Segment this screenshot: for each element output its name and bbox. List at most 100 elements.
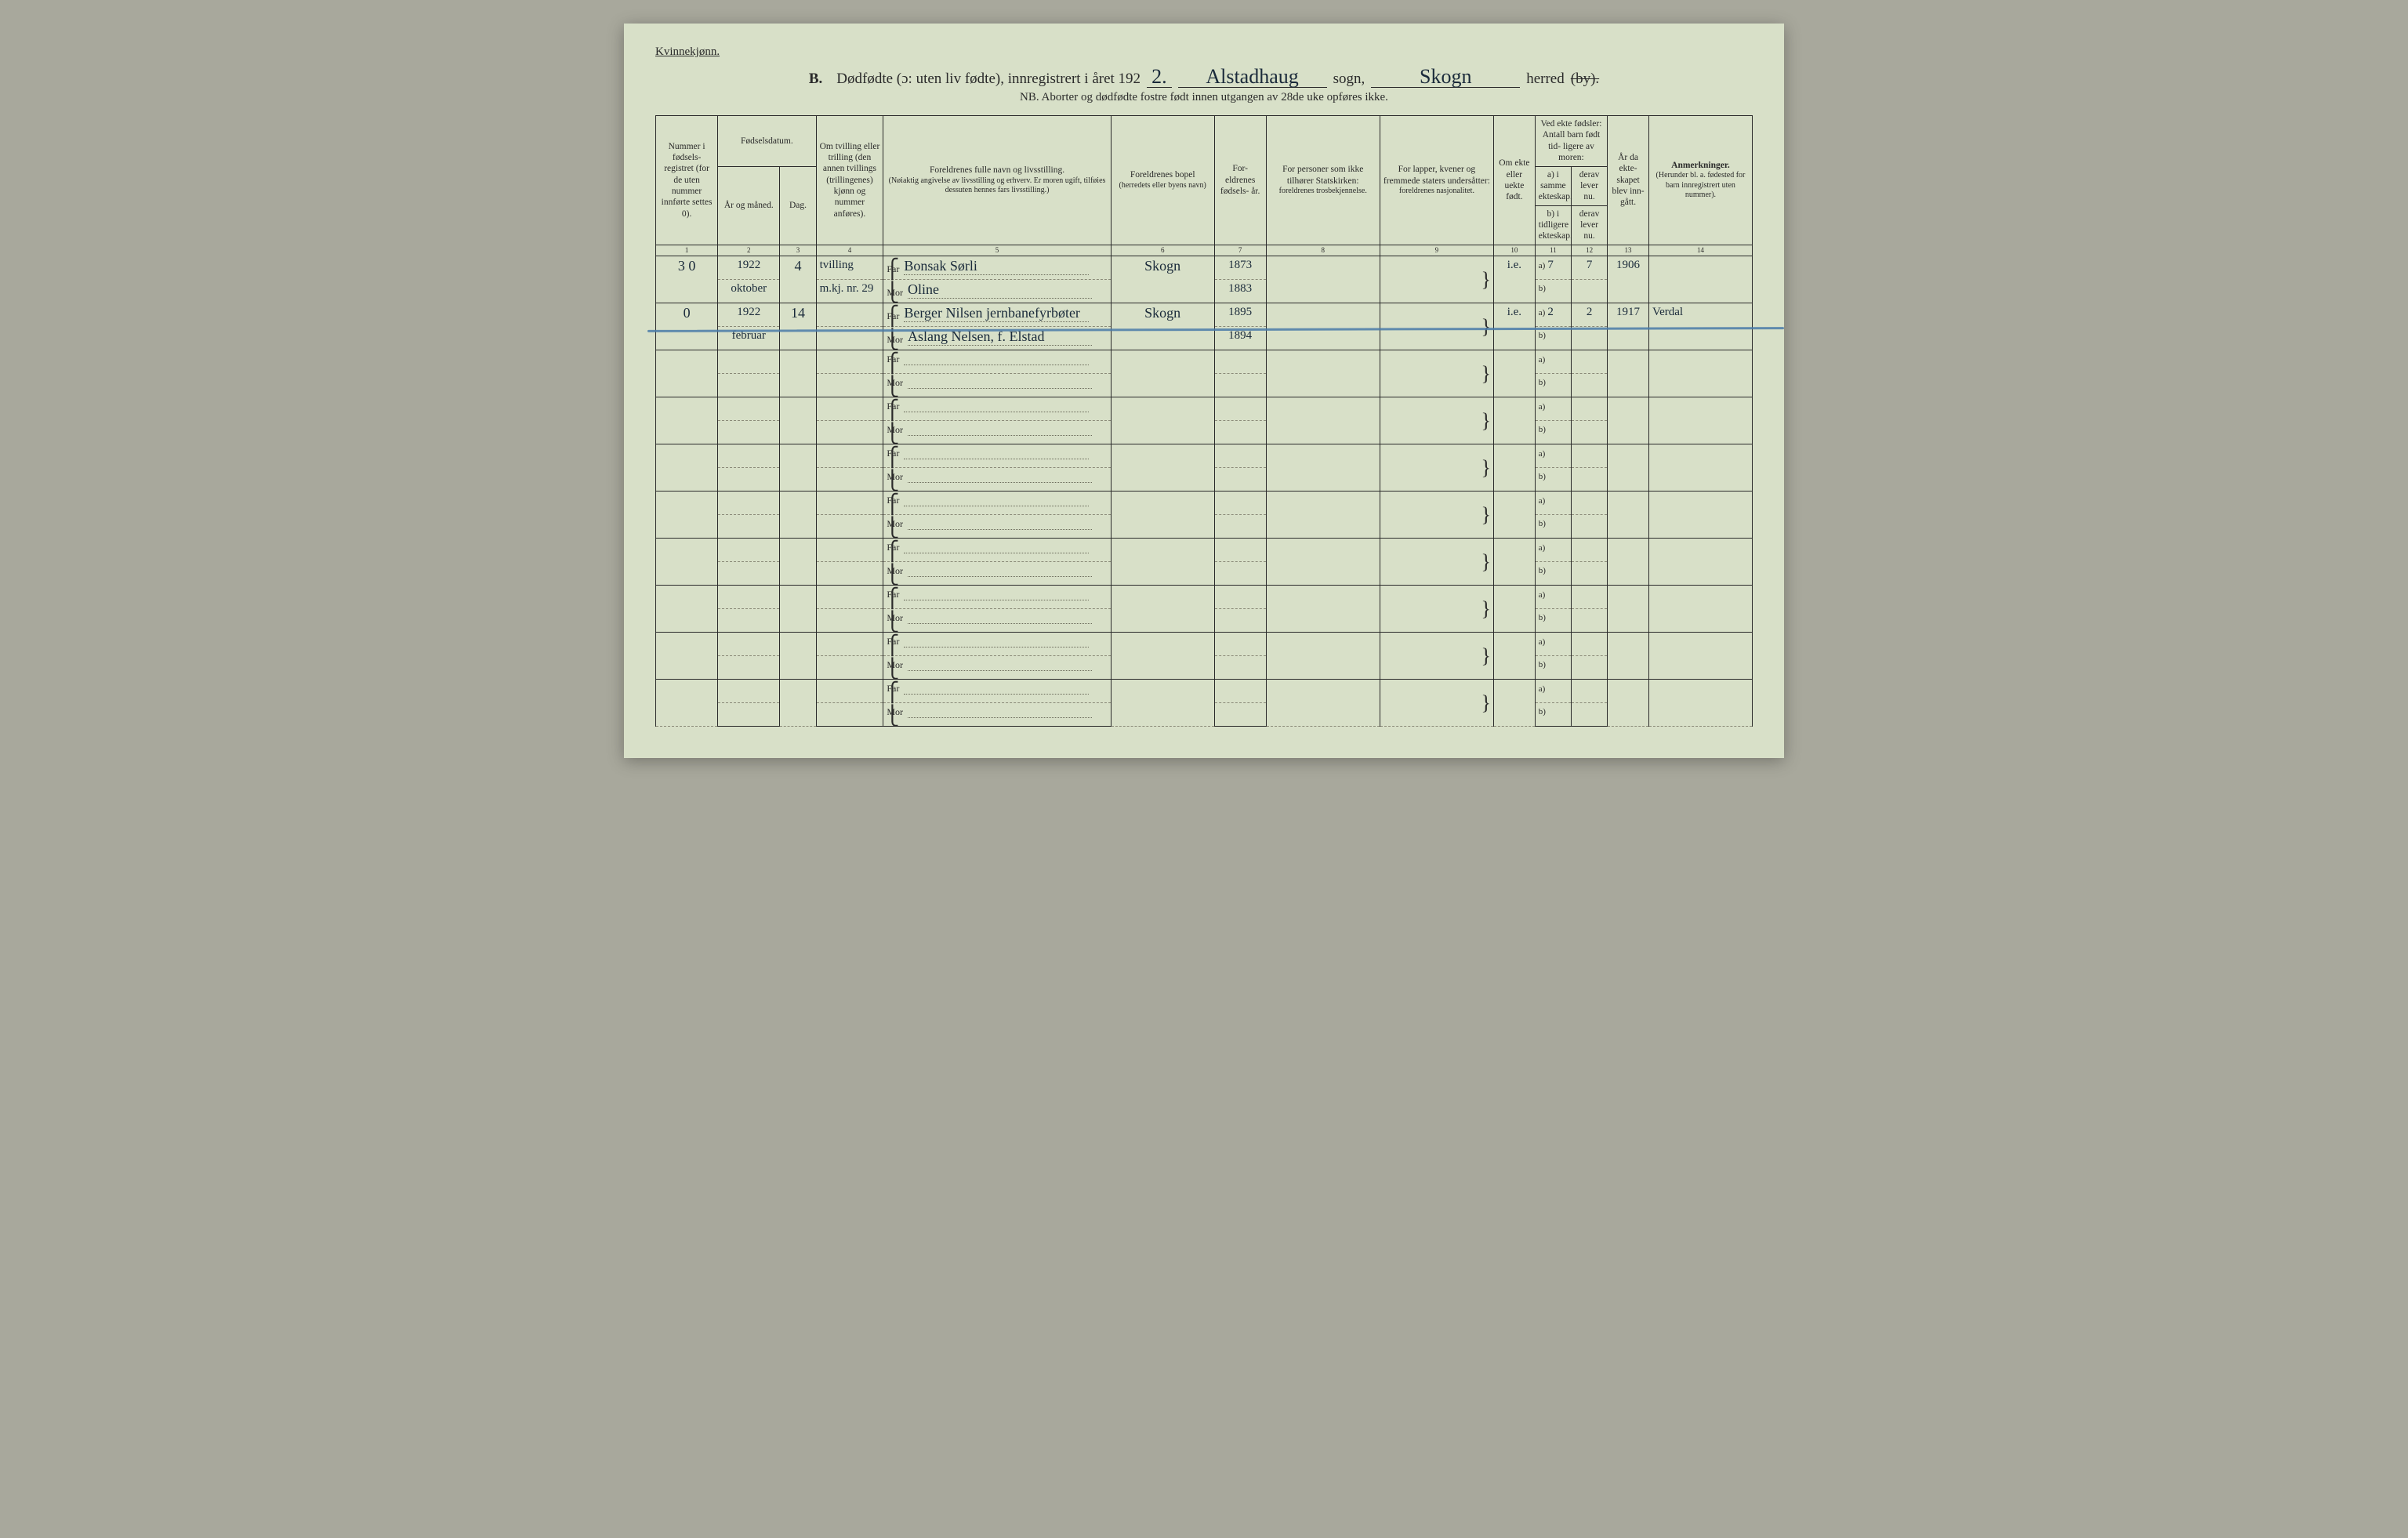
cell-ab-a: a) 7 <box>1535 256 1571 280</box>
cell-num <box>656 397 718 444</box>
cell-ekte <box>1494 539 1536 586</box>
cell-twin <box>816 421 883 444</box>
cell-mor: ⎩Mor <box>883 515 1111 539</box>
col-8-header: For lapper, kvener og fremmede staters u… <box>1380 116 1493 245</box>
cell-day <box>780 492 816 539</box>
cell-ab-b: b) <box>1535 374 1571 397</box>
cell-far: ⎧Far <box>883 633 1111 656</box>
cell-month <box>718 703 780 727</box>
col-10c-header: derav lever nu. <box>1571 166 1607 205</box>
herred-handwritten: Skogn <box>1371 67 1520 88</box>
cell-derav-b <box>1571 374 1607 397</box>
cell-mor: ⎩Mor <box>883 374 1111 397</box>
cell-twin <box>816 444 883 468</box>
cell-mor: ⎩MorAslang Nelsen, f. Elstad <box>883 327 1111 350</box>
cell-bopel <box>1111 586 1214 633</box>
cell-mor-year <box>1214 468 1266 492</box>
colnum: 7 <box>1214 245 1266 256</box>
cell-month <box>718 515 780 539</box>
cell-ab-a: a) <box>1535 492 1571 515</box>
colnum: 8 <box>1266 245 1380 256</box>
cell-derav-b <box>1571 327 1607 350</box>
cell-year <box>718 539 780 562</box>
cell-ekte: i.e. <box>1494 256 1536 303</box>
cell-twin <box>816 515 883 539</box>
cell-derav-b <box>1571 515 1607 539</box>
cell-far-year <box>1214 586 1266 609</box>
year-suffix-handwritten: 2. <box>1147 67 1172 88</box>
cell-ab-a: a) <box>1535 633 1571 656</box>
cell-derav-a <box>1571 350 1607 374</box>
cell-mor-year <box>1214 562 1266 586</box>
col-fodselsdatum-header: Fødselsdatum. <box>718 116 816 167</box>
colnum: 5 <box>883 245 1111 256</box>
cell-far-year: 1873 <box>1214 256 1266 280</box>
cell-year <box>718 397 780 421</box>
cell-twin <box>816 397 883 421</box>
cell-ab-b: b) <box>1535 703 1571 727</box>
cell-num: 3 0 <box>656 256 718 303</box>
sogn-handwritten: Alstadhaug <box>1178 67 1327 88</box>
colnum: 13 <box>1608 245 1649 256</box>
cell-tros <box>1266 633 1380 680</box>
cell-far: ⎧Far <box>883 350 1111 374</box>
cell-bopel <box>1111 444 1214 492</box>
cell-ab-b: b) <box>1535 327 1571 350</box>
cell-bopel: Skogn <box>1111 256 1214 303</box>
table-row: ⎧Far}a) <box>656 633 1753 656</box>
cell-far-year <box>1214 397 1266 421</box>
col-5-title: Foreldrenes bopel <box>1115 169 1211 180</box>
cell-mor-year: 1883 <box>1214 280 1266 303</box>
title-row: B. Dødfødte (ɔ: uten liv fødte), innregi… <box>655 67 1753 88</box>
col-5-header: Foreldrenes bopel (herredets eller byens… <box>1111 116 1214 245</box>
cell-num <box>656 586 718 633</box>
cell-ekte: i.e. <box>1494 303 1536 350</box>
cell-month <box>718 468 780 492</box>
document-page: Kvinnekjønn. B. Dødfødte (ɔ: uten liv fø… <box>624 24 1784 758</box>
col-1-header: Nummer i fødsels- registret (for de uten… <box>656 116 718 245</box>
cell-ab-a: a) <box>1535 680 1571 703</box>
cell-remark <box>1648 633 1752 680</box>
cell-derav-a <box>1571 586 1607 609</box>
cell-derav-b <box>1571 562 1607 586</box>
column-numbers-row: 1 2 3 4 5 6 7 8 9 10 11 12 13 14 <box>656 245 1753 256</box>
section-letter: B. <box>809 71 822 88</box>
cell-mor-year <box>1214 609 1266 633</box>
col-8-subtitle: foreldrenes nasjonalitet. <box>1384 187 1490 197</box>
cell-ekte <box>1494 633 1536 680</box>
table-row: 3 019224tvilling⎧FarBonsak SørliSkogn187… <box>656 256 1753 280</box>
cell-wed: 1917 <box>1608 303 1649 350</box>
cell-year <box>718 492 780 515</box>
cell-wed <box>1608 444 1649 492</box>
colnum: 6 <box>1111 245 1214 256</box>
cell-num <box>656 350 718 397</box>
cell-twin: tvilling <box>816 256 883 280</box>
col-6-header: For- eldrenes fødsels- år. <box>1214 116 1266 245</box>
cell-ab-b: b) <box>1535 468 1571 492</box>
cell-remark <box>1648 397 1752 444</box>
cell-day <box>780 444 816 492</box>
cell-tros <box>1266 539 1380 586</box>
cell-far: ⎧Far <box>883 397 1111 421</box>
cell-derav-b <box>1571 280 1607 303</box>
cell-mor: ⎩Mor <box>883 421 1111 444</box>
cell-ab-a: a) <box>1535 539 1571 562</box>
cell-ekte <box>1494 586 1536 633</box>
cell-derav-a <box>1571 492 1607 515</box>
col-12-header: Anmerkninger. (Herunder bl. a. fødested … <box>1648 116 1752 245</box>
cell-year <box>718 633 780 656</box>
cell-far-year <box>1214 444 1266 468</box>
cell-mor-year <box>1214 703 1266 727</box>
colnum: 12 <box>1571 245 1607 256</box>
colnum: 9 <box>1380 245 1493 256</box>
cell-twin <box>816 562 883 586</box>
cell-nasj: } <box>1380 586 1493 633</box>
cell-day <box>780 350 816 397</box>
cell-twin <box>816 656 883 680</box>
cell-bopel <box>1111 397 1214 444</box>
cell-twin <box>816 703 883 727</box>
col-2a-header: År og måned. <box>718 166 780 245</box>
cell-num <box>656 492 718 539</box>
cell-ab-b: b) <box>1535 515 1571 539</box>
cell-ab-b: b) <box>1535 280 1571 303</box>
